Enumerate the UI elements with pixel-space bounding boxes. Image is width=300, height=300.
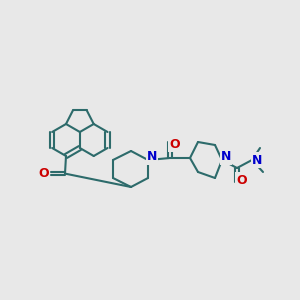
Text: O: O [38,167,49,180]
Text: N: N [221,151,231,164]
Text: N: N [147,151,157,164]
Text: N: N [252,154,262,166]
Text: O: O [170,137,180,151]
Text: O: O [237,173,247,187]
